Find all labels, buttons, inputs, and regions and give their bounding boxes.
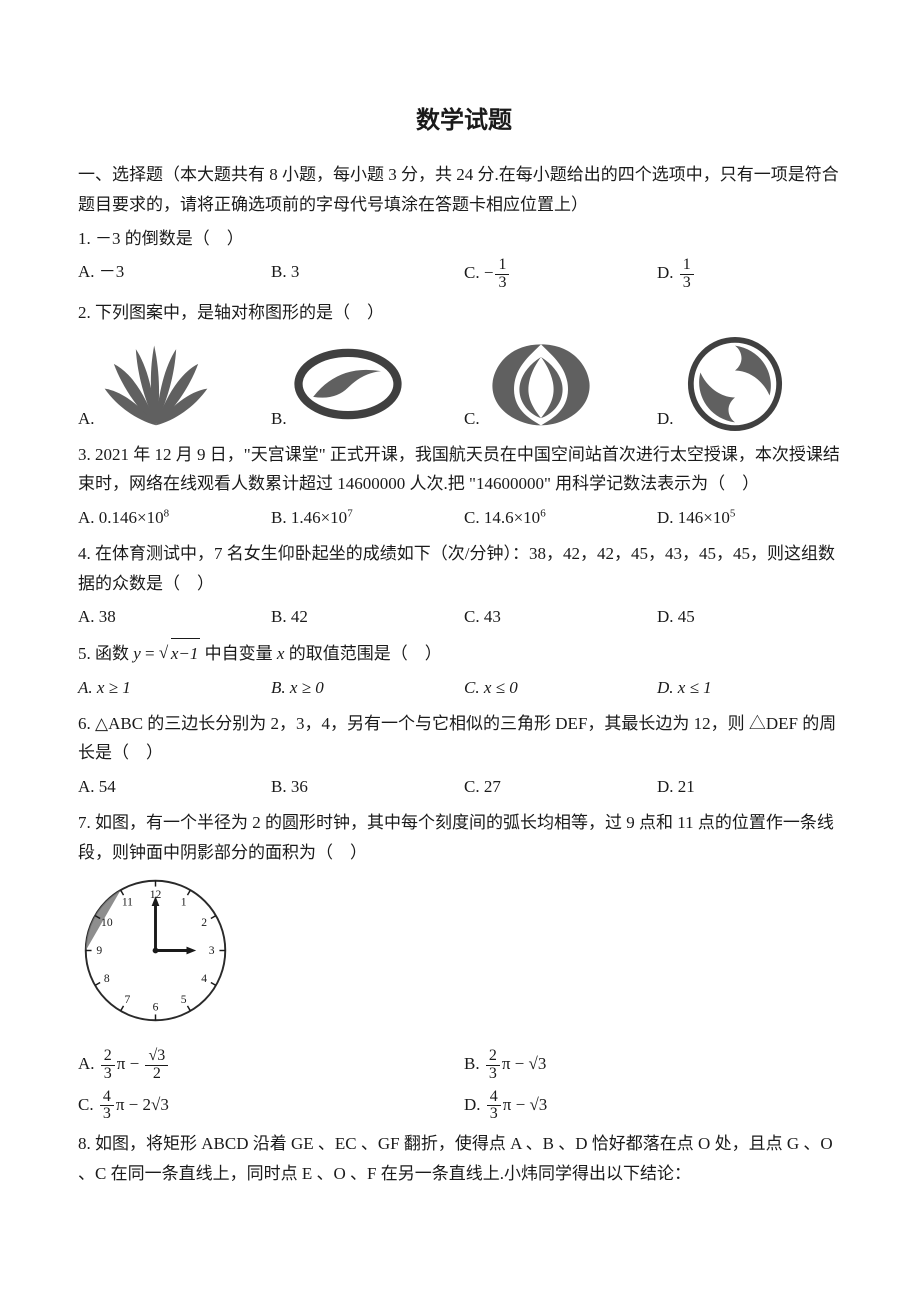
q3-choice-a: A. 0.146×108 xyxy=(78,503,271,533)
q6-choice-c: C. 27 xyxy=(464,772,657,802)
q7-choices-row1: A. 23π − √32 B. 23π − √3 xyxy=(78,1048,850,1083)
q1-stem: 1. －3 的倒数是（ ） xyxy=(78,224,850,254)
q4-stem: 4. 在体育测试中，7 名女生仰卧起坐的成绩如下（次/分钟）：38，42，42，… xyxy=(78,539,850,599)
q1-choice-b: B. 3 xyxy=(271,257,464,292)
clock-figure: 121234567891011 xyxy=(78,873,850,1038)
q3-choices: A. 0.146×108 B. 1.46×107 C. 14.6×106 D. … xyxy=(78,503,850,533)
q4-choice-d: D. 45 xyxy=(657,602,850,632)
china-mobile-logo-icon xyxy=(486,334,596,434)
svg-text:3: 3 xyxy=(209,944,215,957)
q2-images-row: A. B. xyxy=(78,334,850,434)
q6-choice-a: A. 54 xyxy=(78,772,271,802)
q7-choices-row2: C. 43π − 2√3 D. 43π − √3 xyxy=(78,1089,850,1124)
q5-choice-b: B. x ≥ 0 xyxy=(271,673,464,703)
q5-choices: A. x ≥ 1 B. x ≥ 0 C. x ≤ 0 D. x ≤ 1 xyxy=(78,673,850,703)
q2-choice-b: B. xyxy=(271,334,464,434)
q6-choice-d: D. 21 xyxy=(657,772,850,802)
exam-page: 数学试题 一、选择题（本大题共有 8 小题，每小题 3 分，共 24 分.在每小… xyxy=(0,0,920,1302)
q2-choice-d: D. xyxy=(657,334,850,434)
svg-text:2: 2 xyxy=(201,916,207,929)
q4-choice-c: C. 43 xyxy=(464,602,657,632)
q8-stem: 8. 如图，将矩形 ABCD 沿着 GE 、EC 、GF 翻折，使得点 A 、B… xyxy=(78,1129,850,1189)
huawei-logo-icon xyxy=(101,334,211,434)
q7-choice-d: D. 43π − √3 xyxy=(464,1089,850,1124)
q3-choice-b: B. 1.46×107 xyxy=(271,503,464,533)
q7-choice-c: C. 43π − 2√3 xyxy=(78,1089,464,1124)
q1-choice-d: D. 13 xyxy=(657,257,850,292)
section-instructions: 一、选择题（本大题共有 8 小题，每小题 3 分，共 24 分.在每小题给出的四… xyxy=(78,160,850,220)
svg-text:6: 6 xyxy=(153,1001,159,1014)
svg-text:11: 11 xyxy=(122,896,133,909)
q6-choice-b: B. 36 xyxy=(271,772,464,802)
oval-swoosh-logo-icon xyxy=(293,334,403,434)
svg-text:5: 5 xyxy=(181,993,187,1006)
q5-choice-c: C. x ≤ 0 xyxy=(464,673,657,703)
svg-text:10: 10 xyxy=(101,916,113,929)
q5-stem: 5. 函数 y = x−1 中自变量 x 的取值范围是（ ） xyxy=(78,638,850,669)
q7-choice-b: B. 23π − √3 xyxy=(464,1048,850,1083)
clock-icon: 121234567891011 xyxy=(78,873,233,1028)
svg-text:8: 8 xyxy=(104,973,110,986)
svg-text:7: 7 xyxy=(125,993,131,1006)
q5-choice-d: D. x ≤ 1 xyxy=(657,673,850,703)
q2-choice-a: A. xyxy=(78,334,271,434)
q4-choice-b: B. 42 xyxy=(271,602,464,632)
q6-choices: A. 54 B. 36 C. 27 D. 21 xyxy=(78,772,850,802)
q3-choice-c: C. 14.6×106 xyxy=(464,503,657,533)
q7-choice-a: A. 23π − √32 xyxy=(78,1048,464,1083)
q1-choices: A. －3 B. 3 C. −13 D. 13 xyxy=(78,257,850,292)
q1-choice-c: C. −13 xyxy=(464,257,657,292)
q4-choices: A. 38 B. 42 C. 43 D. 45 xyxy=(78,602,850,632)
q2-choice-c: C. xyxy=(464,334,657,434)
svg-text:1: 1 xyxy=(181,896,187,909)
q5-choice-a: A. x ≥ 1 xyxy=(78,673,271,703)
page-title: 数学试题 xyxy=(78,100,850,142)
q4-choice-a: A. 38 xyxy=(78,602,271,632)
svg-text:4: 4 xyxy=(201,973,207,986)
q2-stem: 2. 下列图案中，是轴对称图形的是（ ） xyxy=(78,298,850,328)
q7-stem: 7. 如图，有一个半径为 2 的圆形时钟，其中每个刻度间的弧长均相等，过 9 点… xyxy=(78,808,850,868)
svg-text:9: 9 xyxy=(96,944,102,957)
q6-stem: 6. △ABC 的三边长分别为 2，3，4，另有一个与它相似的三角形 DEF，其… xyxy=(78,709,850,769)
q3-stem: 3. 2021 年 12 月 9 日，"天宫课堂" 正式开课，我国航天员在中国空… xyxy=(78,440,850,500)
q3-choice-d: D. 146×105 xyxy=(657,503,850,533)
q1-choice-a: A. －3 xyxy=(78,257,271,292)
dongfeng-logo-icon xyxy=(680,334,790,434)
